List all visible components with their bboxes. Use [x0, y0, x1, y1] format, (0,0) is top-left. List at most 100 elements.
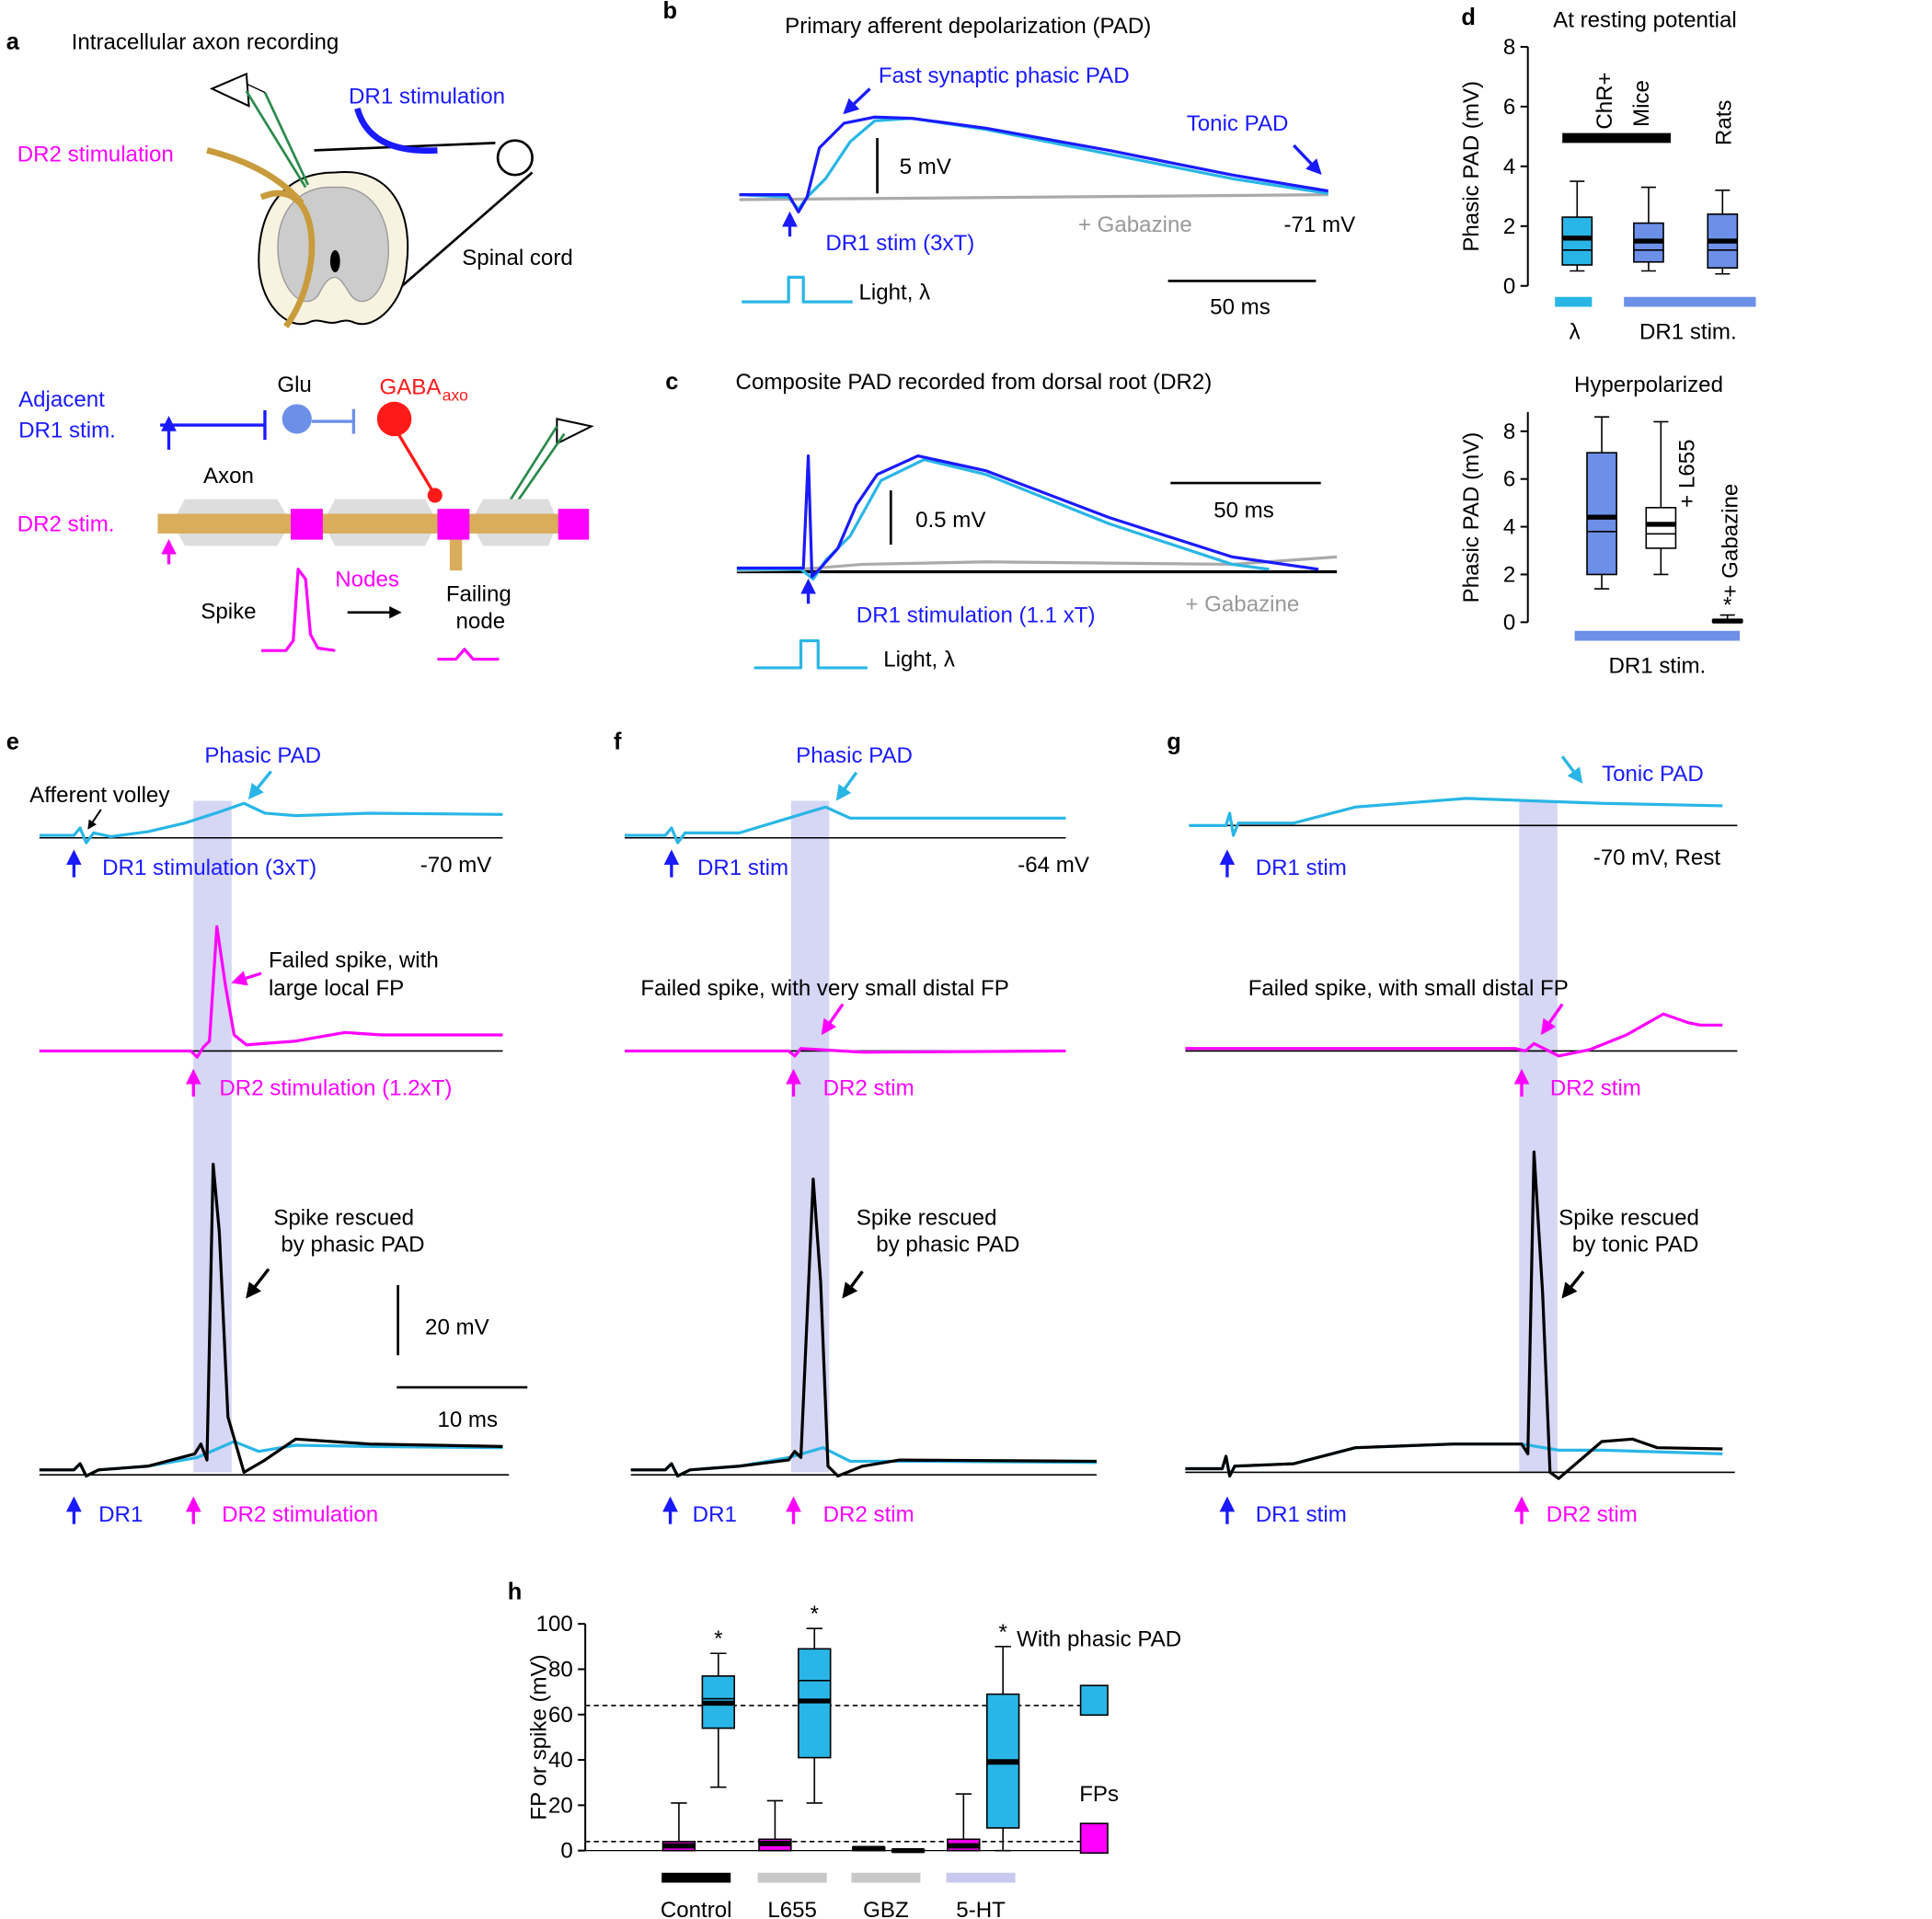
scale-label: 0.5 mV: [915, 508, 985, 533]
y-tick-label: 100: [536, 1612, 573, 1637]
y-tick-label: 8: [1503, 35, 1515, 60]
annotation: by phasic PAD: [281, 1233, 424, 1258]
panel-letter: a: [6, 29, 20, 55]
annotation: + Gabazine: [1718, 484, 1742, 598]
label: Spinal cord: [462, 246, 573, 270]
legend-label: With phasic PAD: [1017, 1626, 1181, 1651]
group-label: DR1 stim.: [1639, 319, 1737, 344]
chart-title: Hyperpolarized: [1574, 373, 1723, 397]
y-tick-label: 40: [548, 1748, 573, 1773]
label: DR2 stim: [823, 1502, 914, 1527]
annotation: Tonic PAD: [1602, 762, 1704, 787]
panel-a: a Intracellular axon recording DR1 stimu…: [6, 29, 594, 661]
panel-letter: e: [6, 729, 19, 754]
label: DR1 stimulation (1.1 xT): [857, 603, 1096, 627]
panel-letter: h: [508, 1579, 523, 1604]
y-axis-label: Phasic PAD (mV): [1459, 432, 1484, 603]
annotation: *: [1723, 593, 1731, 618]
label: DR1 stim: [1256, 856, 1347, 880]
panel-letter: f: [614, 729, 622, 754]
box: [1645, 507, 1677, 549]
y-tick-label: 2: [1503, 563, 1515, 588]
y-tick-label: 2: [1503, 214, 1515, 239]
y-tick-label: 8: [1503, 419, 1515, 444]
scale-label: 20 mV: [425, 1315, 489, 1339]
scale-label: 10 ms: [437, 1408, 498, 1432]
label: Nodes: [335, 568, 399, 592]
label: DR1: [98, 1502, 143, 1527]
y-tick-label: 60: [548, 1703, 573, 1728]
panel-letter: c: [665, 369, 678, 395]
annotation: Failed spike, with: [269, 948, 439, 972]
label: GABA: [380, 375, 443, 400]
panel-c: c Composite PAD recorded from dorsal roo…: [665, 369, 1338, 672]
label: + Gabazine: [1078, 213, 1192, 237]
panel-b: b Primary afferent depolarization (PAD) …: [663, 0, 1356, 320]
chart-title: At resting potential: [1553, 7, 1737, 32]
annotation: Afferent volley: [29, 783, 169, 808]
label: DR2 stimulation: [222, 1502, 378, 1527]
y-tick-label: 6: [1503, 467, 1515, 492]
y-axis-label: FP or spike (mV): [526, 1654, 551, 1820]
x-tick-label: L655: [767, 1898, 817, 1919]
scale-label: 5 mV: [900, 155, 951, 179]
significance: *: [811, 1602, 819, 1626]
panel-title: Intracellular axon recording: [72, 30, 339, 55]
y-tick-label: 20: [548, 1793, 573, 1818]
annotation: by phasic PAD: [876, 1233, 1019, 1258]
annotation: by tonic PAD: [1572, 1233, 1698, 1258]
annotation: Rats: [1712, 100, 1737, 146]
panel-e: e Phasic PAD Afferent volley DR1 stimula…: [6, 729, 528, 1527]
label: DR2 stim.: [17, 511, 115, 536]
label: -71 mV: [1284, 213, 1356, 237]
annotation: Failed spike, with small distal FP: [1248, 976, 1569, 1001]
y-tick-label: 0: [1503, 274, 1515, 299]
annotation: Spike rescued: [273, 1205, 414, 1230]
scale-label: 50 ms: [1210, 295, 1271, 320]
group-label: λ: [1570, 319, 1581, 344]
annotation: large local FP: [269, 976, 404, 1001]
label: DR1 stimulation: [349, 85, 505, 109]
panel-letter: d: [1461, 5, 1476, 30]
label: + Gabazine: [1185, 592, 1299, 616]
annotation: Failed spike, with very small distal FP: [640, 976, 1008, 1001]
y-tick-label: 6: [1503, 95, 1515, 120]
y-tick-label: 4: [1503, 515, 1515, 540]
panel-title: Primary afferent depolarization (PAD): [785, 14, 1151, 39]
annotation: + L655: [1675, 439, 1700, 507]
label: Adjacent: [18, 387, 105, 412]
panel-title: Composite PAD recorded from dorsal root …: [736, 370, 1213, 395]
legend-swatch: [1079, 1822, 1109, 1855]
annotation: Tonic PAD: [1187, 111, 1289, 136]
legend-swatch: [1079, 1684, 1109, 1717]
label: DR2 stim: [1547, 1502, 1638, 1527]
x-tick-label: GBZ: [863, 1898, 909, 1919]
panel-letter: g: [1167, 729, 1181, 754]
x-tick-label: Control: [661, 1898, 732, 1919]
label: Spike: [201, 599, 256, 624]
annotation: Phasic PAD: [204, 743, 321, 768]
y-tick-label: 0: [560, 1839, 572, 1864]
group-label: DR1 stim.: [1608, 653, 1706, 678]
label: DR2 stimulation: [17, 142, 174, 167]
annotation: Fast synaptic phasic PAD: [879, 63, 1130, 88]
label: -64 mV: [1018, 853, 1089, 878]
y-tick-label: 4: [1503, 155, 1515, 179]
label: Light, λ: [858, 280, 930, 305]
label: Light, λ: [883, 648, 955, 672]
box: [1586, 452, 1617, 576]
panel-f: f Phasic PAD DR1 stim -64 mV Failed spik…: [614, 729, 1097, 1527]
label: DR2 stimulation (1.2xT): [219, 1076, 452, 1101]
annotation: Spike rescued: [1558, 1205, 1699, 1230]
label: DR1 stimulation (3xT): [102, 856, 316, 880]
significance: *: [998, 1620, 1006, 1645]
label: DR1 stim (3xT): [825, 231, 974, 256]
annotation: Phasic PAD: [796, 743, 913, 768]
y-tick-label: 0: [1503, 610, 1515, 635]
label: DR1 stim: [697, 856, 788, 880]
annotation: ChR+: [1593, 72, 1617, 129]
y-axis-label: Phasic PAD (mV): [1459, 81, 1484, 252]
label: DR1: [693, 1502, 737, 1527]
annotation: Spike rescued: [857, 1205, 997, 1230]
label: DR1 stim.: [18, 418, 116, 442]
